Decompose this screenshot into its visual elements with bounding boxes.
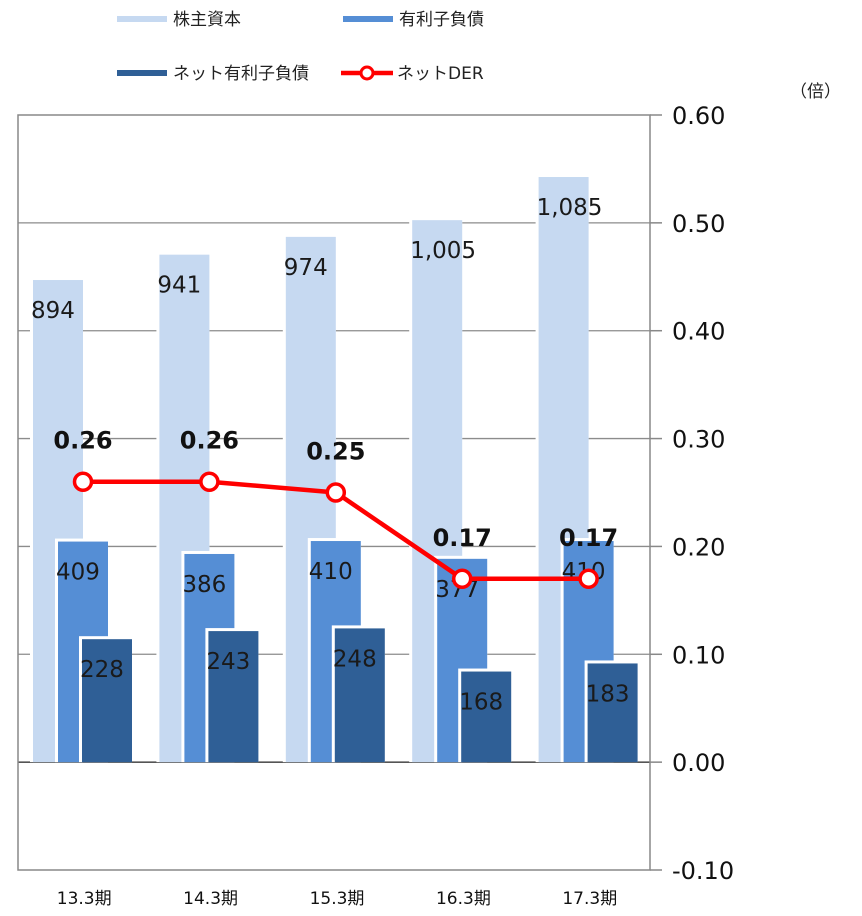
der-point bbox=[199, 471, 220, 492]
y-tick-label: -0.10 bbox=[672, 857, 734, 885]
plot-area bbox=[17, 114, 651, 871]
bar-value-label: 183 bbox=[586, 681, 630, 707]
der-value-label: 0.25 bbox=[306, 438, 365, 466]
der-value-label: 0.17 bbox=[433, 524, 492, 552]
bar-3 bbox=[82, 639, 132, 763]
bar-value-label: 243 bbox=[206, 649, 250, 675]
x-category-label: 15.3期 bbox=[310, 889, 365, 909]
legend-swatch bbox=[343, 16, 393, 22]
bar-value-label: 409 bbox=[56, 560, 100, 586]
y-tick-label: 0.40 bbox=[672, 318, 725, 346]
bar-value-label: 228 bbox=[80, 657, 124, 683]
bar-value-label: 1,005 bbox=[410, 238, 476, 264]
legend-item: 株主資本 bbox=[117, 10, 241, 30]
bar-3 bbox=[461, 671, 512, 763]
legend-marker bbox=[359, 65, 375, 81]
y-tick-label: 0.60 bbox=[672, 102, 725, 130]
bar-3 bbox=[334, 628, 385, 763]
der-point bbox=[72, 471, 94, 492]
legend-item: ネットDER bbox=[341, 64, 484, 84]
x-category-label: 13.3期 bbox=[57, 889, 112, 909]
y-tick-label: 0.50 bbox=[672, 210, 725, 238]
der-value-label: 0.26 bbox=[180, 427, 239, 455]
der-value-label: 0.17 bbox=[559, 524, 618, 552]
right-axis-unit-label: （倍） bbox=[790, 82, 841, 102]
bar-value-label: 974 bbox=[284, 255, 328, 281]
der-point bbox=[451, 568, 473, 590]
legend-swatch bbox=[117, 16, 167, 22]
legend-label: ネット有利子負債 bbox=[173, 64, 309, 84]
bar-value-label: 410 bbox=[309, 559, 353, 585]
bar-layer: 8944092289413862439744102481,0053771681,… bbox=[30, 174, 638, 763]
der-value-label: 0.26 bbox=[53, 427, 112, 455]
y-tick-label: 0.30 bbox=[672, 426, 725, 454]
der-point bbox=[325, 482, 347, 503]
der-point bbox=[578, 568, 599, 590]
legend-label: ネットDER bbox=[397, 64, 484, 84]
bar-value-label: 1,085 bbox=[537, 195, 603, 221]
legend-label: 有利子負債 bbox=[399, 10, 484, 30]
legend-item: 有利子負債 bbox=[343, 10, 484, 30]
x-category-label: 16.3期 bbox=[436, 889, 491, 909]
bar-3 bbox=[587, 663, 638, 763]
legend-item: ネット有利子負債 bbox=[117, 64, 309, 84]
bar-value-label: 941 bbox=[157, 273, 201, 299]
y-tick-label: 0.00 bbox=[672, 749, 725, 777]
bar-value-label: 168 bbox=[459, 690, 503, 716]
bar-3 bbox=[208, 631, 259, 763]
bar-value-label: 386 bbox=[182, 572, 226, 598]
legend-swatch bbox=[117, 70, 167, 76]
line-layer: 0.26 0.26 0.25 0.17 0.17 bbox=[53, 427, 618, 590]
x-category-label: 17.3期 bbox=[562, 889, 617, 909]
x-category-label: 14.3期 bbox=[183, 889, 238, 909]
bar-value-label: 894 bbox=[31, 298, 75, 324]
y-tick-label: 0.10 bbox=[672, 641, 725, 669]
legend-label: 株主資本 bbox=[173, 10, 241, 30]
x-axis: 13.3期 14.3期 15.3期 16.3期 17.3期 bbox=[57, 889, 617, 909]
bar-value-label: 248 bbox=[333, 646, 377, 672]
right-axis: 0.60 0.50 0.40 0.30 0.20 0.10 0.00 -0.10 bbox=[650, 102, 734, 885]
y-tick-label: 0.20 bbox=[672, 533, 725, 561]
